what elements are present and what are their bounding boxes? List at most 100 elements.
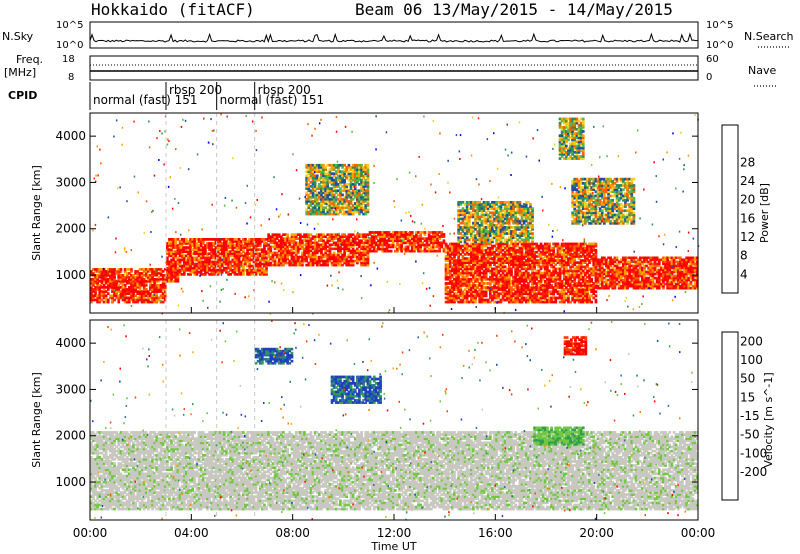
power-echo-cell [375,237,378,240]
power-echo-cell [307,253,311,257]
power-echo-cell [351,263,355,267]
power-echo-cell [206,246,209,249]
power-echo-cell [102,300,106,304]
power-echo-cell [455,288,458,291]
power-echo-cell [223,242,226,245]
power-echo-cell [206,266,209,270]
power-echo-cell [225,250,228,253]
power-echo-cell [98,280,102,283]
power-echo-cell [453,296,456,300]
power-echo-cell [235,252,239,256]
power-echo-cell [261,250,264,253]
power-echo-cell [425,237,429,240]
power-echo-cell [252,266,256,270]
power-echo-cell [339,259,342,263]
power-echo-cell [275,247,279,251]
power-echo-cell [98,283,102,287]
power-echo-cell [144,274,148,277]
power-echo-cell [296,247,300,251]
power-echo-cell [451,259,454,262]
power-echo-cell [170,278,173,281]
power-echo-cell [239,270,243,274]
power-echo-cell [96,296,99,300]
power-echo-cell [182,250,186,253]
power-echo-cell [290,259,294,263]
power-echo-cell [299,247,302,251]
power-echo-cell [427,249,431,253]
power-echo-cell [383,231,387,234]
power-echo-cell [121,280,125,283]
power-echo-cell [242,270,245,274]
power-echo-cell [106,286,110,289]
power-echo-cell [100,270,104,273]
power-echo-cell [157,298,161,302]
power-echo-cell [353,239,357,242]
power-echo-cell [389,243,393,247]
power-echo-cell [161,278,165,281]
power-echo-cell [457,250,460,254]
power-echo-cell [242,273,245,276]
power-echo-cell [140,280,144,283]
power-echo-cell [161,300,165,304]
power-echo-cell [185,262,188,266]
power-echo-cell [269,255,273,259]
power-echo-cell [204,262,207,266]
power-echo-cell [218,262,222,266]
power-echo-cell [398,235,401,238]
power-echo-cell [347,261,351,265]
power-echo-cell [172,280,175,283]
power-echo-cell [153,268,156,271]
power-echo-cell [315,247,319,251]
power-echo-cell [594,294,598,298]
power-echo-cell [358,245,361,249]
power-echo-cell [125,292,129,295]
power-echo-cell [96,288,99,291]
power-echo-cell [142,274,146,277]
power-echo-cell [467,284,471,287]
power-echo-cell [104,298,108,302]
power-echo-cell [334,237,338,240]
power-echo-cell [176,260,180,264]
power-echo-cell [299,237,302,240]
power-echo-cell [113,292,116,295]
power-echo-cell [461,269,465,273]
power-echo-cell [465,269,469,273]
power-echo-cell [284,261,287,265]
power-echo-cell [174,266,178,270]
power-echo-cell [174,250,178,253]
power-echo-cell [231,254,235,258]
power-echo-cell [223,246,226,249]
power-echo-cell [197,246,201,249]
power-echo-cell [446,250,450,254]
power-echo-cell [102,286,106,289]
power-echo-cell [465,282,469,285]
power-echo-cell [372,245,376,249]
power-echo-cell [132,281,135,285]
power-echo-cell [250,264,254,268]
power-echo-cell [119,296,123,300]
power-echo-cell [349,249,353,253]
power-echo-cell [277,239,281,242]
power-echo-cell [172,262,175,266]
power-echo-cell [307,251,311,255]
power-echo-cell [187,248,190,251]
power-echo-cell [256,266,260,270]
power-echo-cell [273,259,277,263]
power-echo-cell [212,270,216,274]
power-echo-cell [197,262,201,266]
power-echo-cell [195,264,199,268]
power-echo-cell [210,256,213,260]
power-echo-cell [326,255,330,259]
power-echo-cell [364,259,368,263]
power-echo-cell [358,253,361,257]
power-echo-cell [90,281,93,285]
power-echo-cell [362,253,365,257]
power-echo-cell [320,239,323,242]
power-echo-cell [362,245,365,249]
power-echo-cell [457,294,460,298]
power-echo-cell [174,256,178,260]
power-echo-cell [98,294,102,298]
power-echo-cell [328,245,332,249]
power-echo-cell [261,268,264,272]
power-echo-cell [442,235,446,238]
